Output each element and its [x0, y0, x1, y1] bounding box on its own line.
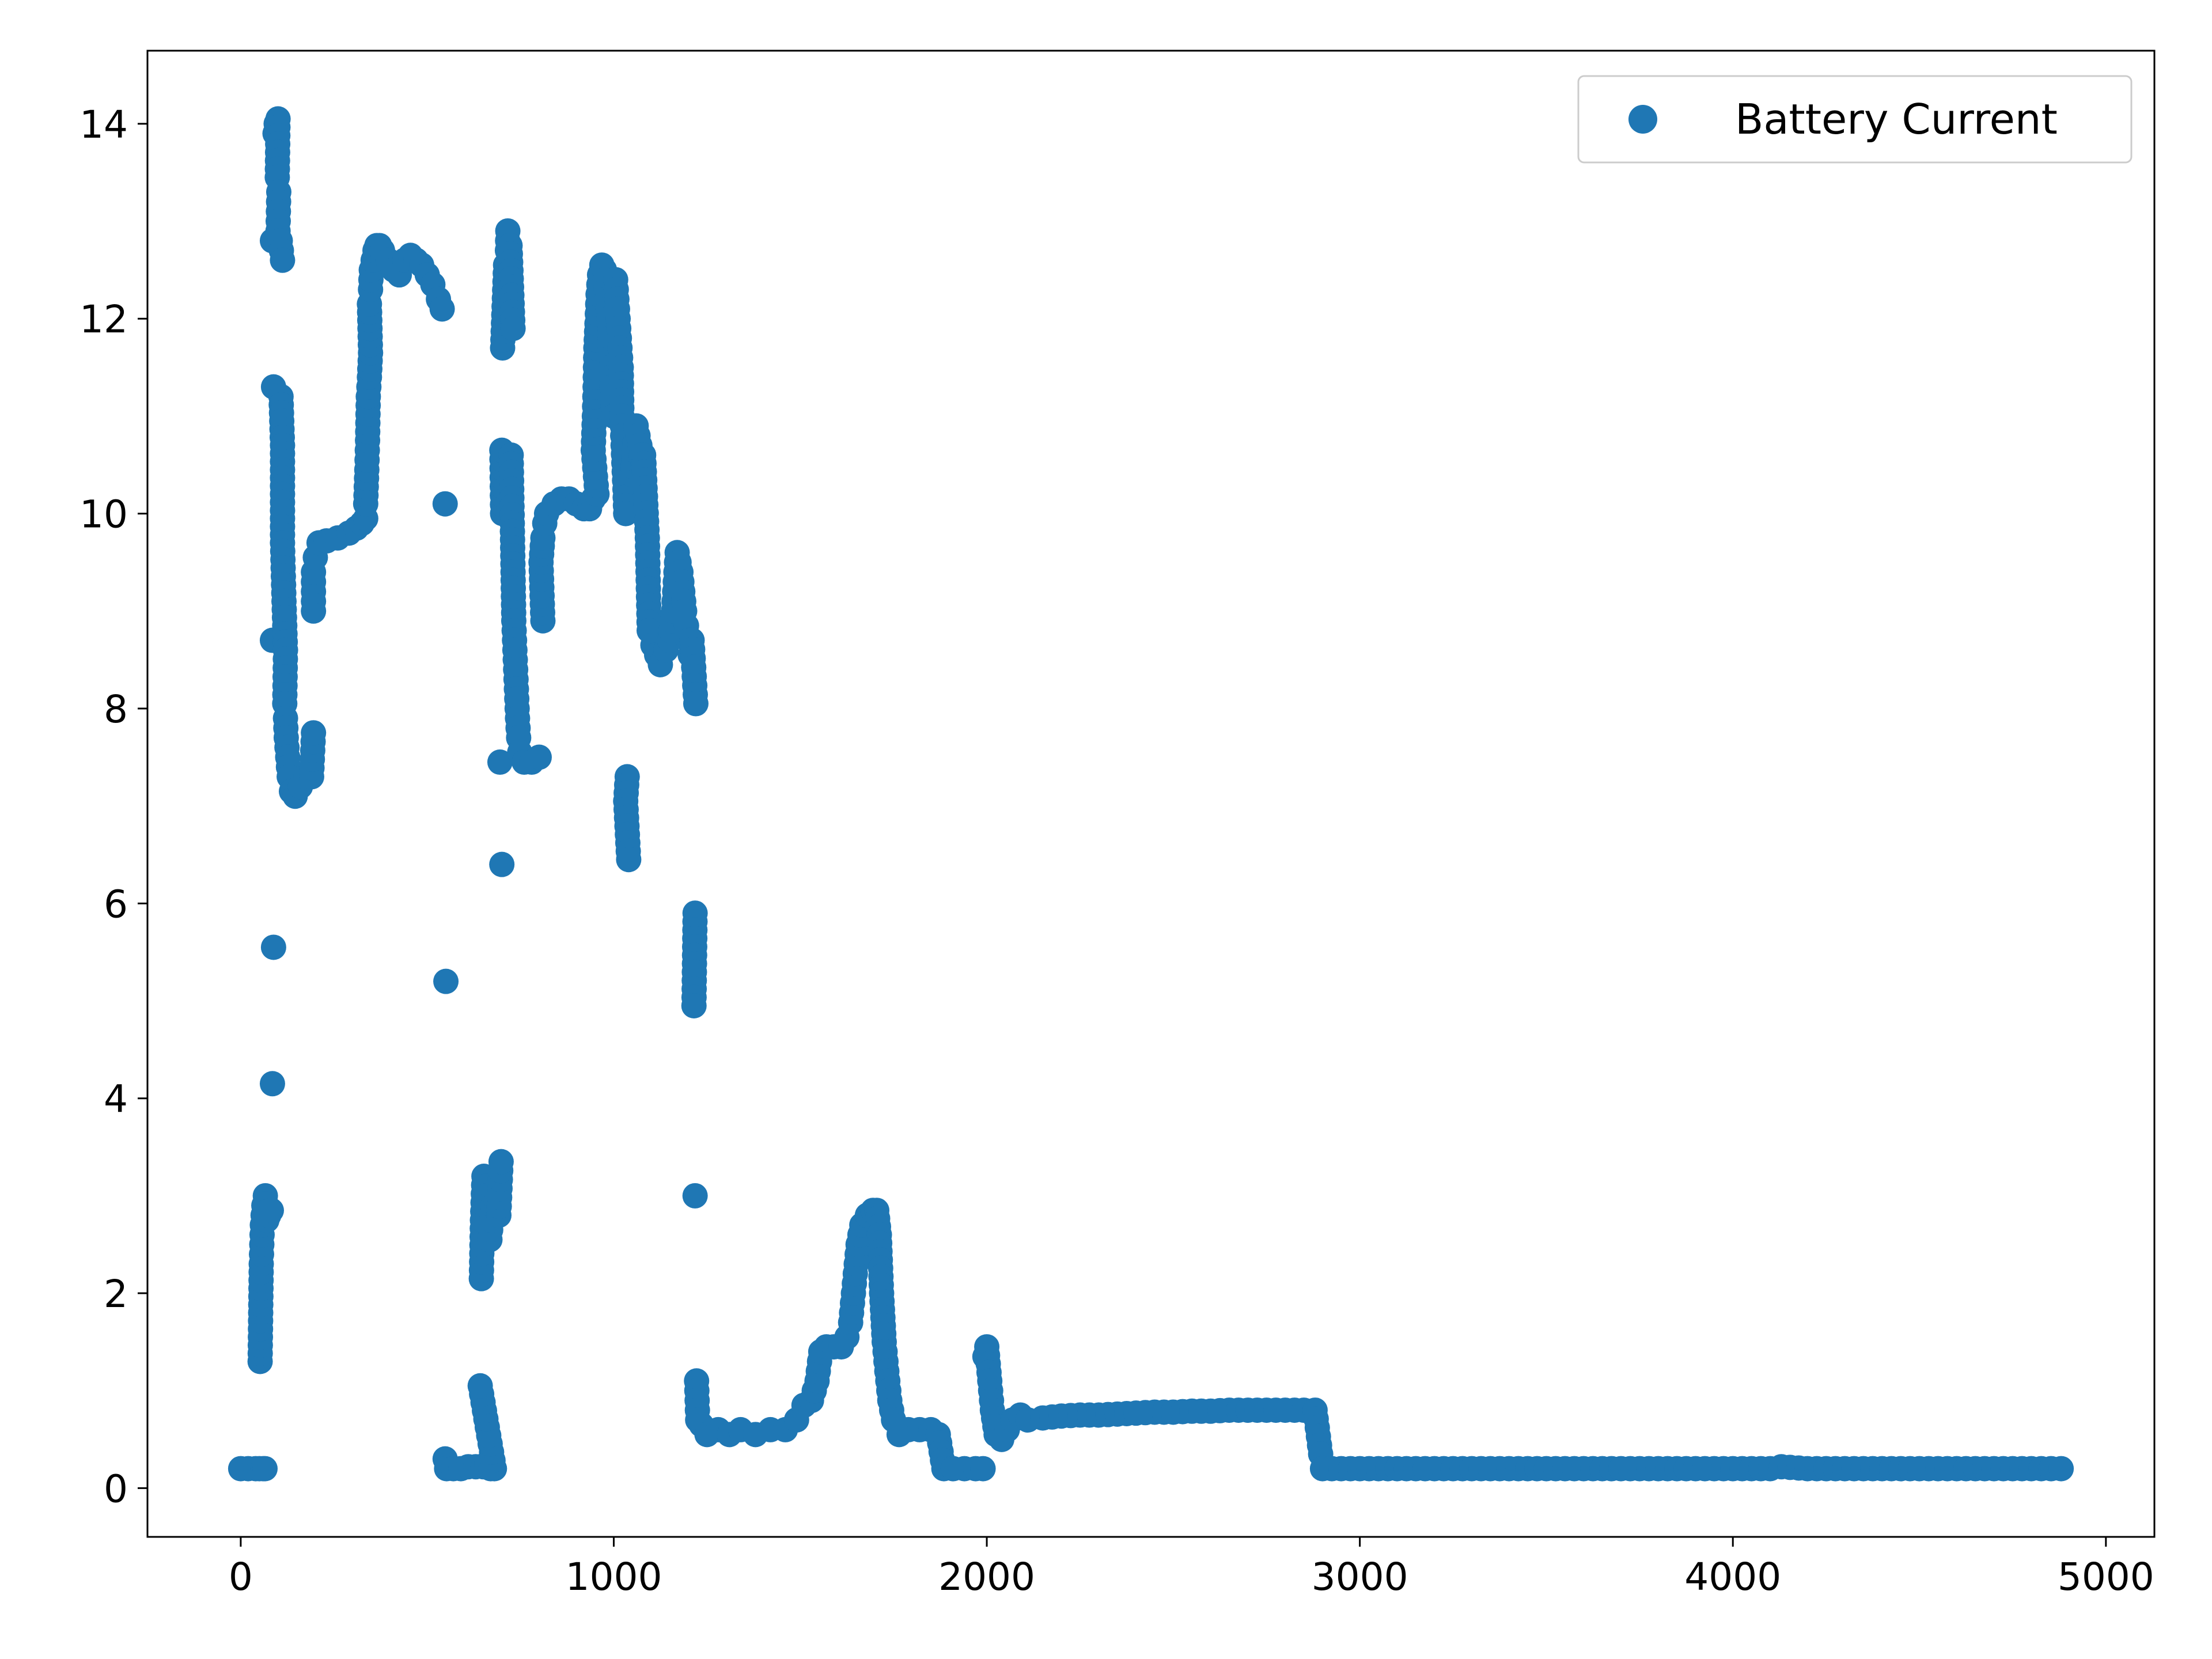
y-tick-label: 4 [104, 1077, 128, 1122]
data-point [970, 1456, 996, 1482]
data-point [270, 247, 296, 273]
data-point [2048, 1456, 2074, 1482]
ticks-layer: 0 1000 2000 3000 4000 5000 0 2 4 6 8 10 12 14 [79, 103, 2154, 1599]
legend-marker [1628, 105, 1657, 134]
data-point [488, 1149, 514, 1175]
data-point [259, 1071, 285, 1097]
legend-label: Battery Current [1735, 95, 2058, 143]
y-tick-label: 0 [104, 1467, 128, 1511]
data-point [301, 720, 327, 746]
y-tick-label: 2 [104, 1272, 128, 1316]
y-tick-label: 8 [104, 687, 128, 732]
y-tick-label: 12 [79, 297, 128, 342]
data-point [252, 1456, 278, 1482]
y-tick-label: 14 [79, 103, 128, 147]
data-point [526, 744, 552, 770]
y-tick-label: 10 [79, 493, 128, 537]
plot-frame [146, 50, 2156, 1538]
data-point [613, 501, 639, 527]
points-layer [228, 106, 2074, 1482]
x-tick-label: 5000 [2058, 1555, 2154, 1599]
x-tick-label: 3000 [1312, 1555, 1408, 1599]
data-point [433, 968, 459, 994]
data-point [489, 851, 515, 877]
data-point [432, 491, 458, 517]
data-point [260, 934, 286, 960]
data-point [681, 993, 707, 1018]
legend-box [1577, 75, 2133, 164]
data-point [500, 316, 526, 342]
data-point [467, 1373, 493, 1399]
legend: Battery Current [1577, 75, 2133, 164]
x-tick-label: 0 [229, 1555, 253, 1599]
y-tick-label: 6 [104, 882, 128, 926]
data-point [683, 691, 709, 717]
x-tick-label: 2000 [938, 1555, 1035, 1599]
x-tick-label: 1000 [565, 1555, 662, 1599]
data-point [682, 1183, 708, 1209]
data-point [258, 1198, 284, 1224]
data-point [429, 296, 455, 322]
data-point [616, 847, 642, 873]
data-point [487, 749, 513, 775]
x-tick-label: 4000 [1684, 1555, 1781, 1599]
